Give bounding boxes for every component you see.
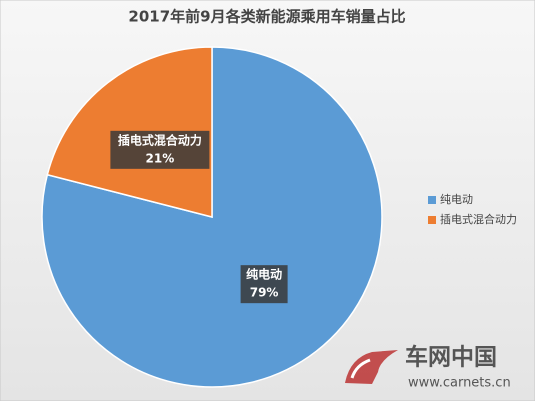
data-label-value: 21%: [146, 151, 175, 165]
watermark-logo: [345, 350, 398, 384]
legend-label: 纯电动: [440, 193, 473, 206]
legend-label: 插电式混合动力: [440, 212, 517, 226]
data-label-box: [240, 265, 288, 304]
watermark-url: www.carnets.cn: [408, 376, 511, 391]
pie-slice: [41, 46, 383, 388]
chart-title: 2017年前9月各类新能源乘用车销量占比: [128, 8, 405, 26]
data-label-box: [110, 130, 210, 169]
legend-swatch: [428, 196, 436, 204]
data-label-category: 纯电动: [246, 267, 282, 282]
legend-swatch: [428, 216, 436, 224]
watermark-name: 车网中国: [405, 344, 497, 371]
data-label-category: 插电式混合动力: [118, 132, 202, 147]
data-label-value: 79%: [250, 286, 279, 300]
